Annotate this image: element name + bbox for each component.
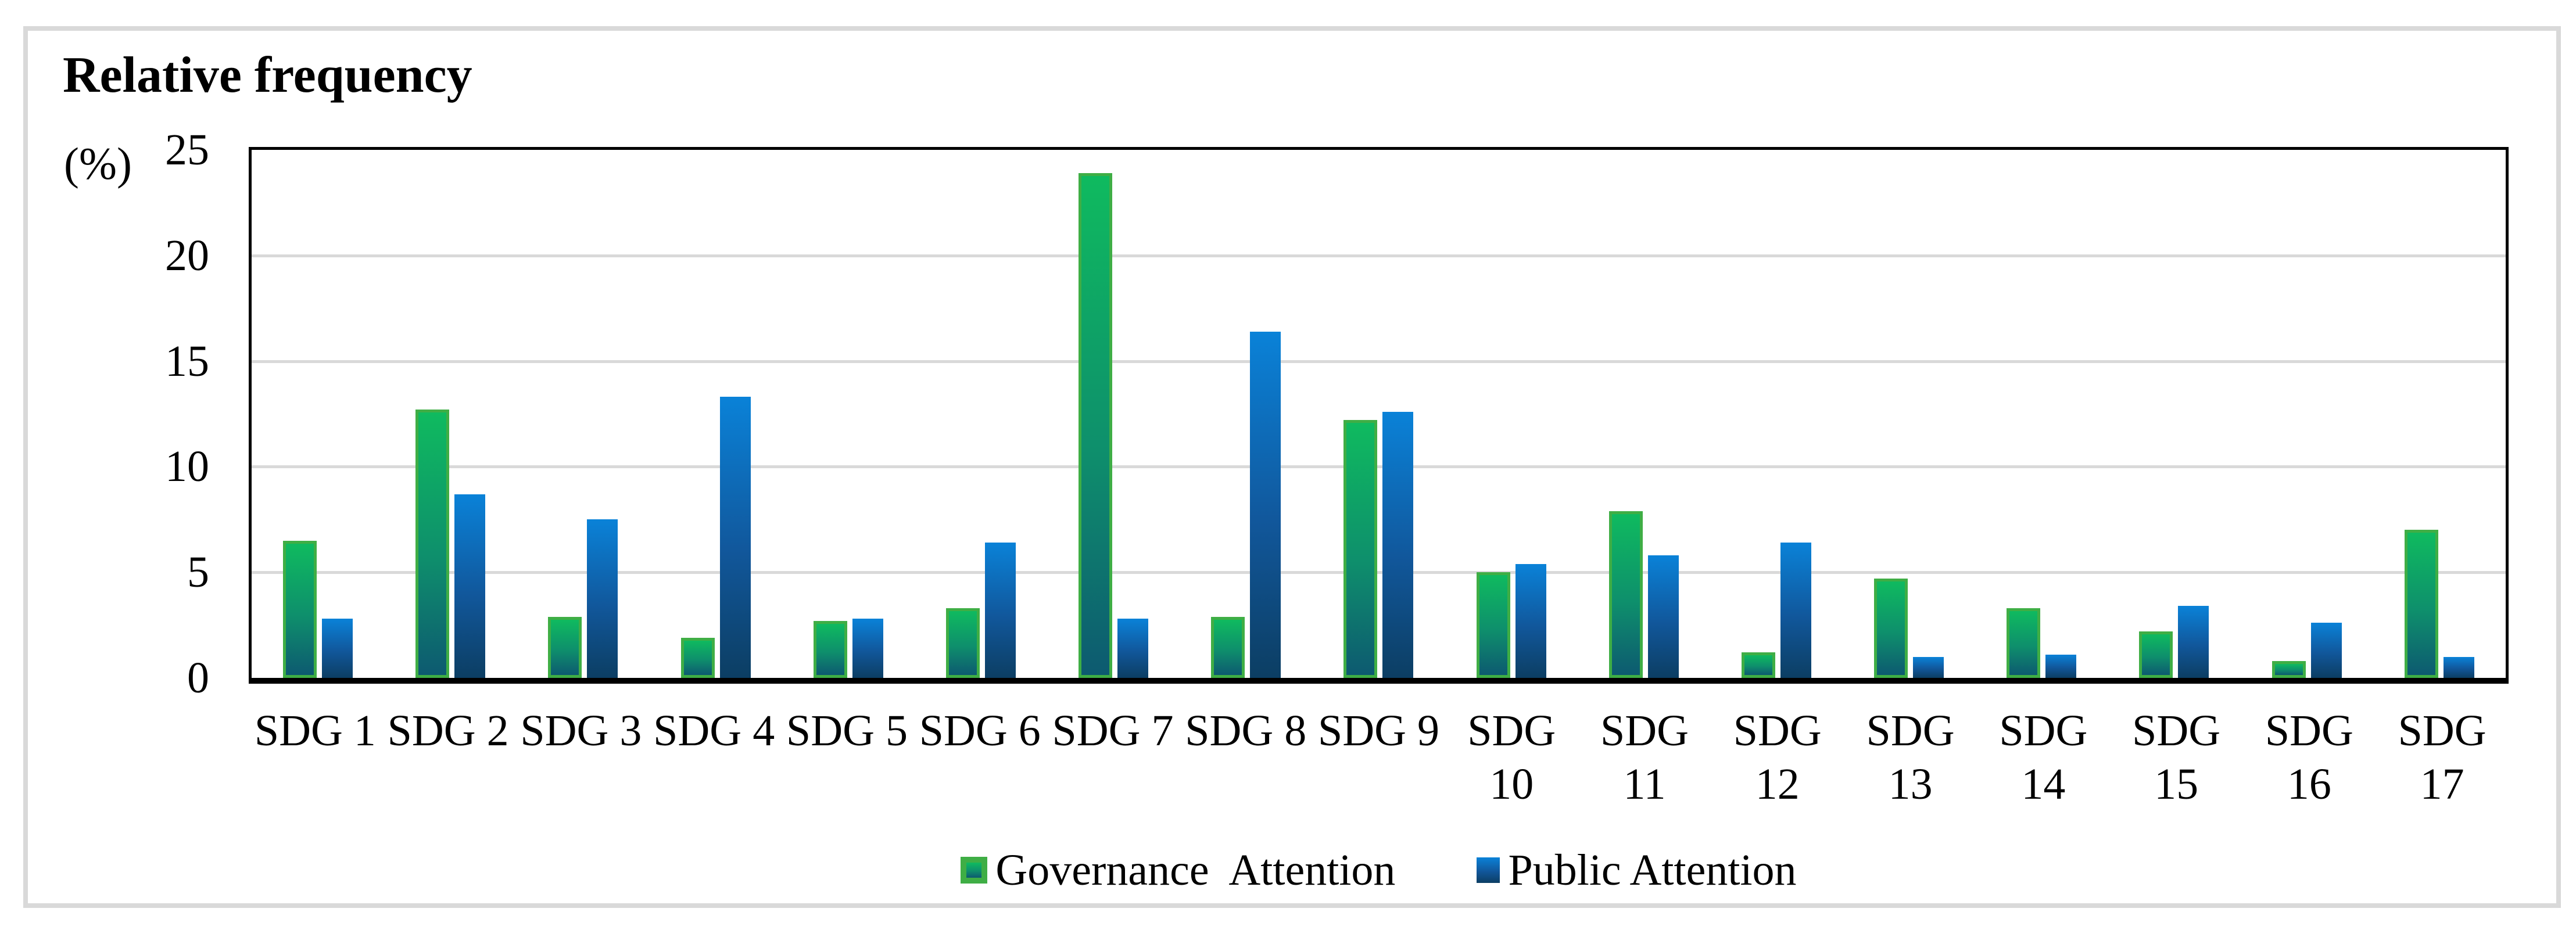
x-label-sdg-5: SDG 5 — [786, 706, 908, 755]
bar-public-sdg-3 — [587, 519, 618, 678]
bar-public-sdg-5 — [852, 619, 883, 678]
bar-governance-sdg-5 — [813, 620, 847, 678]
bar-public-sdg-8 — [1250, 331, 1281, 678]
bar-governance-sdg-6 — [945, 608, 980, 678]
bar-public-sdg-4 — [719, 397, 751, 678]
bar-group-sdg-16 — [2241, 150, 2373, 678]
bar-governance-sdg-10 — [1476, 572, 1510, 678]
legend-label-public-attention: Public Attention — [1508, 846, 1797, 895]
y-axis-unit-label: (%) — [64, 138, 132, 189]
plot-area — [249, 147, 2509, 684]
gridline-5 — [252, 571, 2506, 574]
bar-governance-sdg-13 — [1874, 579, 1908, 678]
bar-group-sdg-17 — [2373, 150, 2506, 678]
y-tick-label-0: 0 — [187, 653, 209, 702]
bar-public-sdg-16 — [2310, 623, 2342, 678]
bar-public-sdg-12 — [1780, 543, 1811, 678]
x-label-sdg-9: SDG 9 — [1317, 706, 1440, 755]
bar-public-sdg-17 — [2443, 656, 2474, 678]
bar-public-sdg-9 — [1382, 411, 1414, 678]
bar-group-sdg-11 — [1578, 150, 1710, 678]
bar-group-sdg-1 — [252, 150, 384, 678]
bar-governance-sdg-11 — [1608, 511, 1643, 678]
bar-public-sdg-10 — [1515, 563, 1546, 678]
bar-governance-sdg-3 — [548, 616, 582, 678]
x-label-sdg-8: SDG 8 — [1185, 706, 1307, 755]
legend: Governance Attention Public Attention — [249, 843, 2509, 897]
x-label-sdg-17: SDG 17 — [2398, 706, 2487, 809]
legend-item-governance-attention: Governance Attention — [961, 843, 1395, 897]
bar-group-sdg-10 — [1445, 150, 1578, 678]
bar-public-sdg-6 — [984, 543, 1016, 678]
bar-public-sdg-2 — [454, 494, 486, 678]
bar-group-sdg-4 — [650, 150, 782, 678]
legend-item-public-attention: Public Attention — [1477, 843, 1797, 897]
bar-group-sdg-3 — [517, 150, 649, 678]
x-label-sdg-3: SDG 3 — [520, 706, 642, 755]
bar-governance-sdg-14 — [2007, 608, 2041, 678]
x-label-sdg-14: SDG 14 — [1999, 706, 2088, 809]
bar-group-sdg-6 — [915, 150, 1047, 678]
x-axis-labels: SDG 1 SDG 2 SDG 3 SDG 4 SDG 5 SDG 6 SDG 7 SDG 8… — [249, 704, 2509, 811]
bar-governance-sdg-1 — [283, 540, 317, 678]
y-tick-label-25: 25 — [165, 125, 209, 174]
gridline-20 — [252, 254, 2506, 257]
y-tick-label-10: 10 — [165, 442, 209, 491]
bar-group-sdg-9 — [1312, 150, 1445, 678]
bar-governance-sdg-17 — [2404, 530, 2438, 678]
x-label-sdg-7: SDG 7 — [1052, 706, 1174, 755]
bar-public-sdg-7 — [1117, 619, 1149, 678]
x-label-sdg-12: SDG 12 — [1733, 706, 1822, 809]
bar-governance-sdg-12 — [1741, 652, 1775, 678]
y-tick-label-5: 5 — [187, 548, 209, 597]
x-label-sdg-15: SDG 15 — [2132, 706, 2221, 809]
x-label-sdg-2: SDG 2 — [387, 706, 509, 755]
bar-governance-sdg-8 — [1211, 616, 1245, 678]
y-tick-label-15: 15 — [165, 336, 209, 386]
chart-title: Relative frequency — [63, 47, 472, 103]
public-attention-swatch-icon — [1477, 857, 1500, 883]
gridline-15 — [252, 360, 2506, 363]
bar-group-sdg-14 — [1975, 150, 2108, 678]
bar-group-sdg-13 — [1843, 150, 1975, 678]
bar-public-sdg-13 — [1913, 656, 1944, 678]
governance-attention-swatch-icon — [961, 857, 988, 884]
bar-governance-sdg-4 — [680, 637, 715, 678]
gridline-10 — [252, 465, 2506, 469]
bar-public-sdg-1 — [322, 619, 353, 678]
bar-governance-sdg-7 — [1079, 173, 1113, 678]
y-tick-label-20: 20 — [165, 231, 209, 280]
x-label-sdg-11: SDG 11 — [1600, 706, 1689, 809]
bar-group-sdg-2 — [384, 150, 517, 678]
x-label-sdg-1: SDG 1 — [254, 706, 376, 755]
bar-group-sdg-5 — [782, 150, 915, 678]
x-label-sdg-16: SDG 16 — [2265, 706, 2353, 809]
bar-public-sdg-11 — [1647, 555, 1679, 678]
x-label-sdg-4: SDG 4 — [653, 706, 775, 755]
x-label-sdg-10: SDG 10 — [1467, 706, 1556, 809]
bar-group-sdg-12 — [1710, 150, 1843, 678]
bar-group-sdg-15 — [2108, 150, 2240, 678]
bar-governance-sdg-16 — [2272, 660, 2306, 678]
bar-group-sdg-7 — [1047, 150, 1180, 678]
bar-governance-sdg-2 — [415, 410, 450, 678]
bars-layer — [252, 150, 2506, 678]
x-label-sdg-6: SDG 6 — [919, 706, 1041, 755]
bar-group-sdg-8 — [1180, 150, 1312, 678]
legend-label-governance-attention: Governance Attention — [995, 846, 1396, 895]
bar-governance-sdg-15 — [2139, 631, 2173, 678]
bar-public-sdg-15 — [2178, 606, 2209, 678]
bar-public-sdg-14 — [2045, 655, 2077, 678]
bar-governance-sdg-9 — [1343, 420, 1378, 678]
x-label-sdg-13: SDG 13 — [1866, 706, 1955, 809]
